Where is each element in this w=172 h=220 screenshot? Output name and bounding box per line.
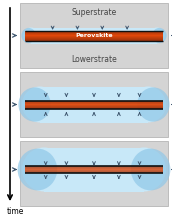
- Ellipse shape: [23, 28, 39, 44]
- Ellipse shape: [152, 28, 167, 43]
- Ellipse shape: [131, 148, 170, 190]
- Bar: [25, 39, 163, 40]
- Bar: [25, 33, 163, 34]
- Ellipse shape: [130, 86, 166, 123]
- Ellipse shape: [122, 147, 166, 191]
- Bar: [25, 37, 163, 38]
- Ellipse shape: [22, 147, 66, 191]
- Bar: [20, 141, 168, 206]
- Bar: [40, 86, 148, 123]
- Text: Perovskite: Perovskite: [75, 33, 113, 38]
- Ellipse shape: [21, 28, 36, 43]
- Bar: [20, 72, 168, 137]
- Bar: [25, 31, 163, 32]
- Bar: [20, 3, 168, 68]
- Bar: [25, 36, 163, 37]
- Bar: [25, 34, 163, 35]
- Ellipse shape: [22, 86, 58, 123]
- Bar: [25, 32, 163, 33]
- Bar: [25, 35, 163, 36]
- Ellipse shape: [18, 148, 57, 190]
- Bar: [25, 38, 163, 39]
- Ellipse shape: [149, 28, 165, 44]
- Ellipse shape: [137, 87, 170, 122]
- Bar: [31, 28, 157, 44]
- Bar: [44, 147, 144, 191]
- Text: time: time: [7, 207, 24, 216]
- Text: Lowerstrate: Lowerstrate: [71, 55, 117, 64]
- Ellipse shape: [18, 87, 51, 122]
- Text: Superstrate: Superstrate: [71, 7, 117, 16]
